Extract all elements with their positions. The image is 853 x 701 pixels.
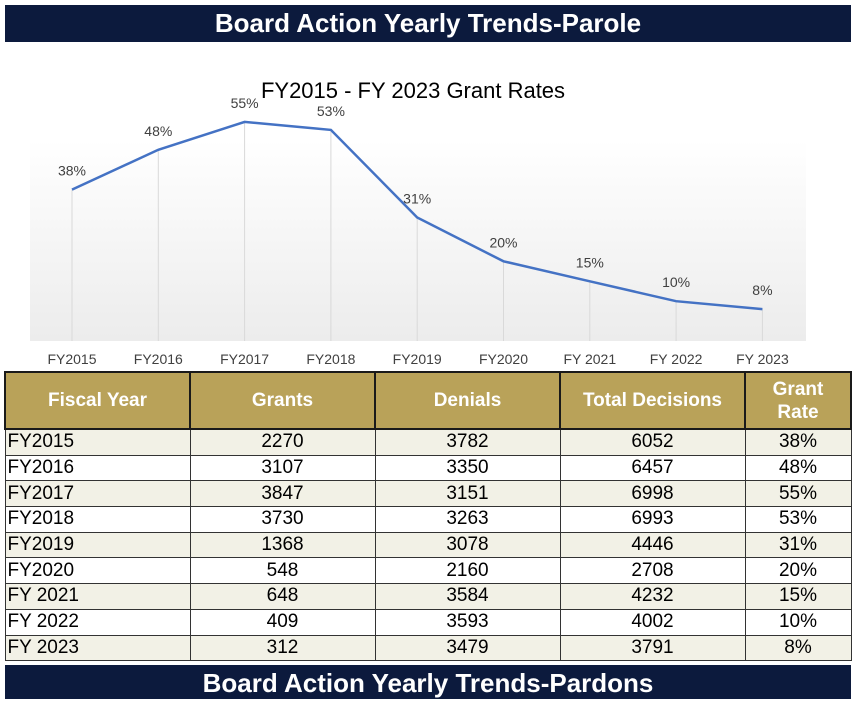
cell-fiscal-year: FY2017 [4, 480, 191, 508]
table-row: FY 2022 409 3593 4002 10% [4, 608, 852, 636]
cell-grants: 312 [189, 634, 376, 662]
cell-grants: 2270 [189, 428, 376, 456]
table-row: FY2018 3730 3263 6993 53% [4, 506, 852, 533]
col-header-denials: Denials [374, 371, 561, 430]
cell-grant-rate: 15% [744, 583, 852, 610]
cell-denials: 3078 [374, 531, 561, 559]
table-row: FY2016 3107 3350 6457 48% [4, 454, 852, 482]
data-label: 55% [231, 95, 259, 111]
cell-grant-rate: 10% [744, 608, 852, 636]
col-header-grant-rate: Grant Rate [744, 371, 852, 430]
data-label: 15% [576, 254, 604, 270]
cell-total-decisions: 4002 [559, 608, 746, 636]
data-label: 53% [317, 103, 345, 119]
chart-title: FY2015 - FY 2023 Grant Rates [261, 78, 565, 103]
cell-grant-rate: 55% [744, 480, 852, 508]
data-label: 20% [489, 234, 517, 250]
cell-grants: 548 [189, 557, 376, 585]
x-tick-label: FY 2022 [650, 351, 703, 367]
cell-denials: 3479 [374, 634, 561, 662]
cell-denials: 2160 [374, 557, 561, 585]
data-label: 31% [403, 191, 431, 207]
cell-total-decisions: 2708 [559, 557, 746, 585]
plot-area [30, 140, 806, 341]
table-row: FY2019 1368 3078 4446 31% [4, 531, 852, 559]
data-label: 38% [58, 163, 86, 179]
cell-grant-rate: 31% [744, 531, 852, 559]
cell-total-decisions: 6457 [559, 454, 746, 482]
section-title: Board Action Yearly Trends-Pardons [202, 668, 654, 698]
table-row: FY 2023 312 3479 3791 8% [4, 634, 852, 662]
x-tick-label: FY 2021 [563, 351, 616, 367]
col-header-grants: Grants [189, 371, 376, 430]
cell-fiscal-year: FY 2021 [4, 583, 191, 610]
x-tick-label: FY 2023 [736, 351, 789, 367]
grant-rate-line-chart: FY2015 - FY 2023 Grant Rates 38% 48% 55% 53… [30, 78, 806, 367]
x-tick-label: FY2018 [306, 351, 355, 367]
cell-grant-rate: 38% [744, 428, 852, 456]
cell-total-decisions: 6052 [559, 428, 746, 456]
cell-grant-rate: 53% [744, 506, 852, 533]
cell-grants: 409 [189, 608, 376, 636]
table-row: FY2020 548 2160 2708 20% [4, 557, 852, 585]
x-tick-label: FY2015 [47, 351, 96, 367]
cell-fiscal-year: FY2019 [4, 531, 191, 559]
cell-total-decisions: 4446 [559, 531, 746, 559]
cell-total-decisions: 6993 [559, 506, 746, 533]
cell-denials: 3350 [374, 454, 561, 482]
cell-grants: 648 [189, 583, 376, 610]
cell-grant-rate: 8% [744, 634, 852, 662]
data-label: 10% [662, 274, 690, 290]
page-title: Board Action Yearly Trends-Parole [214, 8, 642, 38]
table-header-row: Fiscal Year Grants Denials Total Decisio… [4, 371, 852, 430]
cell-total-decisions: 3791 [559, 634, 746, 662]
cell-denials: 3263 [374, 506, 561, 533]
cell-denials: 3593 [374, 608, 561, 636]
table-row: FY 2021 648 3584 4232 15% [4, 583, 852, 610]
cell-grants: 3730 [189, 506, 376, 533]
cell-grants: 3107 [189, 454, 376, 482]
cell-fiscal-year: FY2018 [4, 506, 191, 533]
cell-total-decisions: 6998 [559, 480, 746, 508]
col-header-fiscal-year: Fiscal Year [4, 371, 191, 430]
x-tick-label: FY2020 [479, 351, 528, 367]
cell-grants: 1368 [189, 531, 376, 559]
x-tick-label: FY2016 [134, 351, 183, 367]
section-title-banner: Board Action Yearly Trends-Pardons [5, 665, 851, 699]
data-label: 48% [144, 123, 172, 139]
x-tick-label: FY2017 [220, 351, 269, 367]
cell-denials: 3782 [374, 428, 561, 456]
cell-grant-rate: 48% [744, 454, 852, 482]
cell-denials: 3151 [374, 480, 561, 508]
col-header-total-decisions: Total Decisions [559, 371, 746, 430]
cell-denials: 3584 [374, 583, 561, 610]
cell-total-decisions: 4232 [559, 583, 746, 610]
series-line-grant-rate [71, 120, 763, 311]
cell-fiscal-year: FY2015 [4, 428, 191, 456]
cell-grants: 3847 [189, 480, 376, 508]
cell-fiscal-year: FY 2023 [4, 634, 191, 662]
page-title-banner: Board Action Yearly Trends-Parole [5, 5, 851, 42]
table-row: FY2015 2270 3782 6052 38% [4, 428, 852, 456]
table-row: FY2017 3847 3151 6998 55% [4, 480, 852, 508]
cell-fiscal-year: FY2016 [4, 454, 191, 482]
cell-fiscal-year: FY2020 [4, 557, 191, 585]
data-label: 8% [752, 282, 772, 298]
x-tick-label: FY2019 [393, 351, 442, 367]
grant-rate-table: Fiscal Year Grants Denials Total Decisio… [4, 371, 852, 662]
cell-fiscal-year: FY 2022 [4, 608, 191, 636]
cell-grant-rate: 20% [744, 557, 852, 585]
